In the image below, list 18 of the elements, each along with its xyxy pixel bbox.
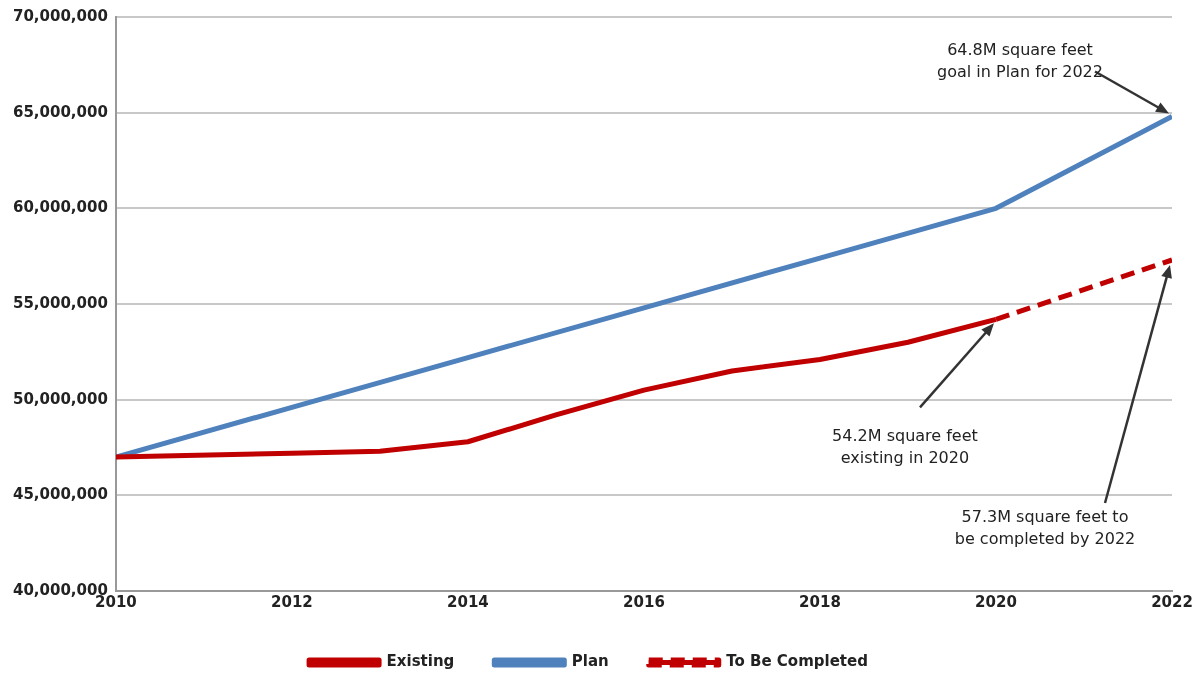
y-tick-label: 65,000,000 bbox=[12, 102, 108, 121]
legend-label: To Be Completed bbox=[726, 652, 868, 671]
x-tick-label: 2018 bbox=[799, 592, 841, 611]
y-tick-label: 55,000,000 bbox=[12, 293, 108, 312]
y-tick-label: 50,000,000 bbox=[12, 389, 108, 408]
x-tick-label: 2016 bbox=[623, 592, 665, 611]
legend-label: Existing bbox=[386, 652, 455, 671]
x-tick-label: 2022 bbox=[1151, 592, 1193, 611]
legend-label: Plan bbox=[571, 652, 609, 671]
annotation: 54.2M square feet existing in 2020 bbox=[832, 425, 978, 470]
x-tick-label: 2014 bbox=[447, 592, 489, 611]
y-tick-label: 45,000,000 bbox=[12, 485, 108, 504]
annotation: 57.3M square feet to be completed by 2022 bbox=[954, 506, 1136, 550]
x-tick-label: 2012 bbox=[271, 592, 313, 611]
x-tick-label: 2020 bbox=[975, 592, 1017, 611]
annotation: 64.8M square feet goal in Plan for 2022 bbox=[937, 39, 1103, 84]
y-tick-label: 70,000,000 bbox=[12, 6, 108, 25]
y-tick-label: 60,000,000 bbox=[12, 198, 108, 217]
